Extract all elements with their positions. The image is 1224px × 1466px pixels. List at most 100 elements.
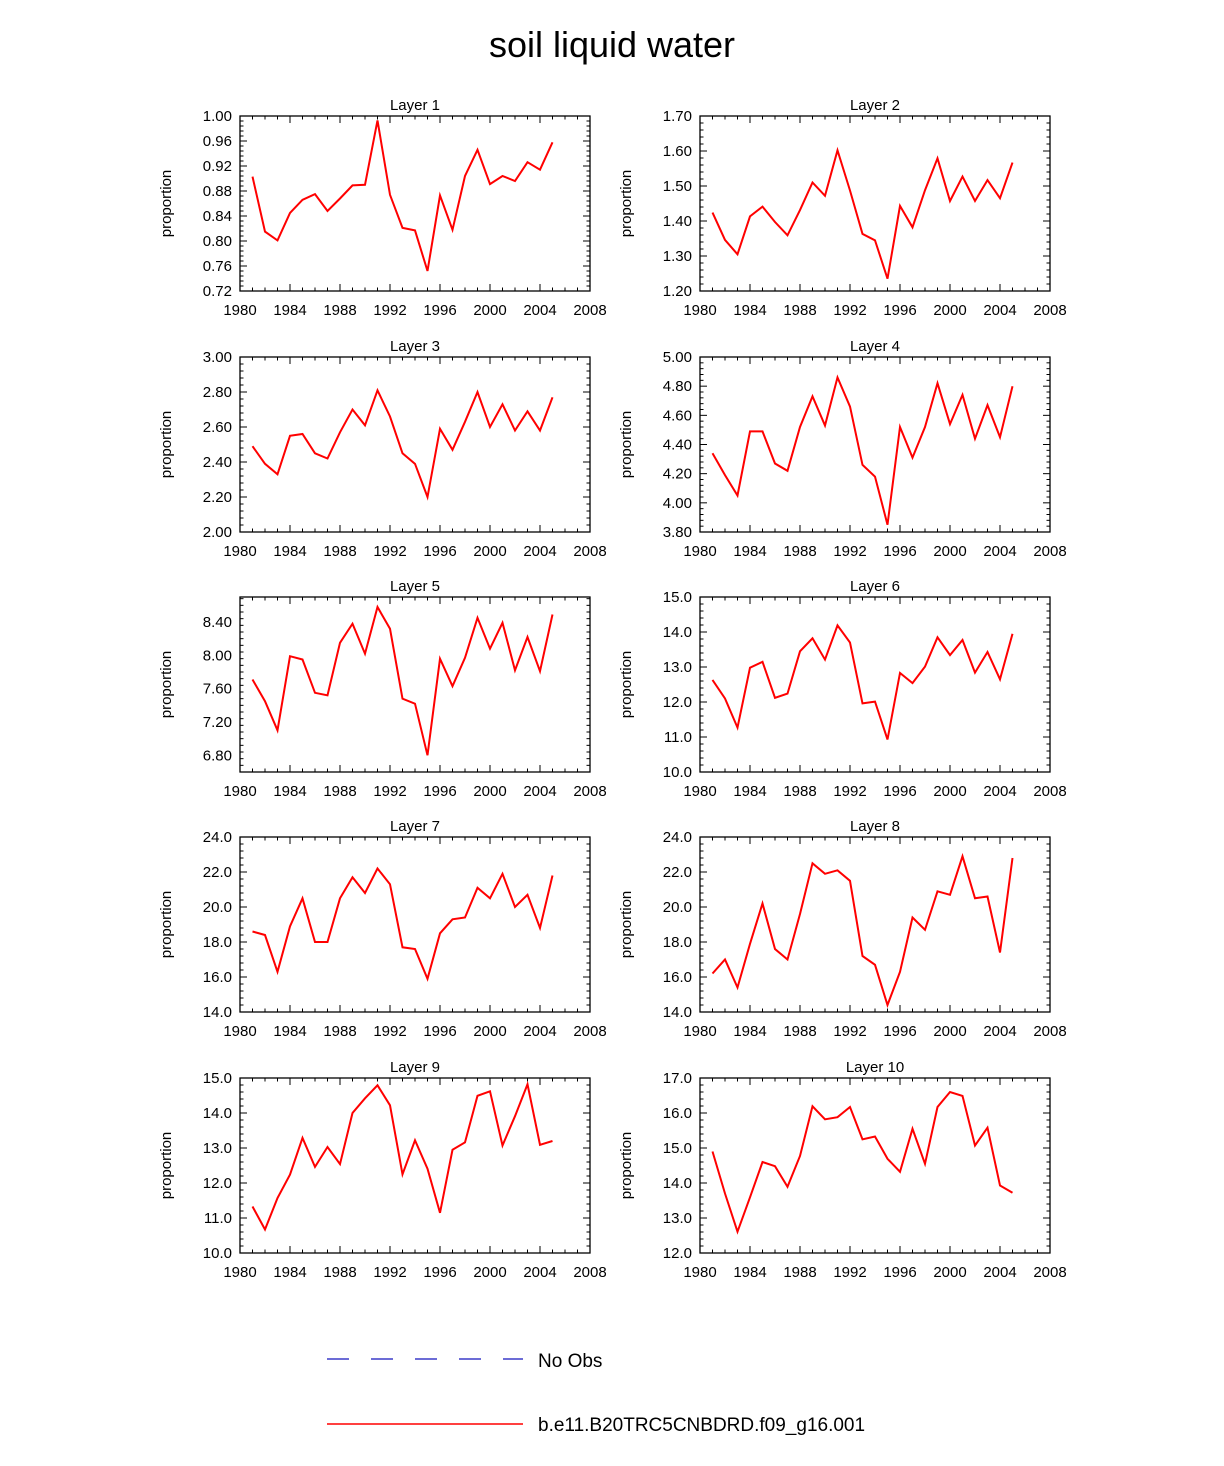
y-tick-label: 15.0 [663,589,692,606]
y-tick-label: 18.0 [663,934,692,951]
x-tick-label: 1988 [783,783,816,800]
x-tick-label: 2004 [523,302,556,319]
panels-grid: Layer 1 proportion 1980 1984 1988 1992 1996 200… [158,97,1067,1281]
panel-title: Layer 6 [850,578,900,595]
x-tick-label: 1992 [833,783,866,800]
y-tick-label: 2.60 [203,419,232,436]
panel-layer-6: Layer 6 proportion 1980 1984 1988 1992 1996 200… [618,578,1067,800]
x-tick-label: 1980 [223,1023,256,1040]
x-tick-label: 1996 [883,543,916,560]
y-tick-label: 12.0 [663,1245,692,1262]
y-tick-label: 22.0 [663,864,692,881]
x-tick-label: 2008 [573,783,606,800]
series-line [251,120,554,272]
legend: No Obs b.e11.B20TRC5CNBDRD.f09_g16.001 [327,1351,865,1436]
x-tick-label: 1992 [373,1264,406,1281]
y-tick-label: 12.0 [663,694,692,711]
y-tick-label: 14.0 [203,1004,232,1021]
y-tick-label: 16.0 [203,969,232,986]
panel-title: Layer 3 [390,338,440,355]
plot-frame [699,836,1051,1013]
x-tick-label: 1996 [423,302,456,319]
x-tick-label: 1980 [683,1264,716,1281]
y-tick-label: 13.0 [663,659,692,676]
y-tick-label: 4.40 [663,437,692,454]
y-tick-label: 14.0 [663,1175,692,1192]
y-tick-label: 2.00 [203,524,232,541]
x-tick-label: 2004 [523,783,556,800]
series-line [251,604,554,756]
y-axis-label: proportion [158,891,175,959]
panel-title: Layer 1 [390,97,440,114]
x-tick-label: 1992 [373,783,406,800]
x-tick-label: 2004 [523,1264,556,1281]
series-line [711,374,1014,525]
x-tick-label: 1996 [883,1264,916,1281]
y-tick-label: 4.80 [663,378,692,395]
y-tick-label: 1.50 [663,178,692,195]
x-tick-label: 1988 [783,302,816,319]
y-tick-label: 6.80 [203,747,232,764]
x-tick-label: 2008 [1033,302,1066,319]
y-tick-label: 15.0 [203,1070,232,1087]
panel-layer-3: Layer 3 proportion 1980 1984 1988 1992 1996 200… [158,338,607,560]
y-tick-label: 0.80 [203,233,232,250]
x-tick-label: 2000 [933,543,966,560]
y-tick-label: 15.0 [663,1140,692,1157]
y-tick-label: 10.0 [663,764,692,781]
y-axis-label: proportion [618,411,635,479]
y-tick-label: 1.00 [203,108,232,125]
y-tick-label: 13.0 [203,1140,232,1157]
x-tick-label: 1988 [783,1264,816,1281]
series-line [711,1090,1014,1235]
x-tick-label: 1992 [373,543,406,560]
x-tick-label: 2000 [933,783,966,800]
x-tick-label: 1996 [883,302,916,319]
x-tick-label: 1988 [323,543,356,560]
series-line [711,146,1014,280]
x-tick-label: 1988 [323,1023,356,1040]
x-tick-label: 1992 [373,302,406,319]
x-tick-label: 1984 [733,302,766,319]
x-tick-label: 1984 [733,1264,766,1281]
y-tick-label: 18.0 [203,934,232,951]
y-tick-label: 0.92 [203,158,232,175]
x-tick-label: 1984 [273,783,306,800]
y-tick-label: 2.80 [203,384,232,401]
plot-frame [699,1077,1051,1254]
x-tick-label: 2000 [473,543,506,560]
panel-layer-10: Layer 10 proportion 1980 1984 1988 1992 1996 20… [618,1059,1067,1281]
series-line [711,623,1014,740]
x-tick-label: 2008 [573,543,606,560]
y-tick-label: 1.20 [663,283,692,300]
x-tick-label: 1996 [883,1023,916,1040]
y-tick-label: 2.20 [203,489,232,506]
y-tick-label: 1.40 [663,213,692,230]
y-tick-label: 17.0 [663,1070,692,1087]
y-tick-label: 20.0 [203,899,232,916]
plot-frame [239,836,591,1013]
y-tick-label: 4.20 [663,466,692,483]
legend-no-obs-label: No Obs [538,1351,602,1372]
y-tick-label: 0.88 [203,183,232,200]
x-tick-label: 2000 [933,1264,966,1281]
y-tick-label: 4.60 [663,407,692,424]
y-tick-label: 16.0 [663,969,692,986]
x-tick-label: 1988 [323,302,356,319]
panel-title: Layer 5 [390,578,440,595]
series-line [251,387,554,501]
panel-title: Layer 8 [850,818,900,835]
x-tick-label: 1984 [733,783,766,800]
y-tick-label: 0.76 [203,258,232,275]
x-tick-label: 2008 [573,302,606,319]
x-tick-label: 2004 [983,1023,1016,1040]
y-tick-label: 0.84 [203,208,232,225]
panel-title: Layer 4 [850,338,900,355]
plot-frame [699,596,1051,773]
y-tick-label: 8.40 [203,614,232,631]
x-tick-label: 2000 [933,1023,966,1040]
panel-layer-5: Layer 5 proportion 1980 1984 1988 1992 1996 200… [158,578,607,800]
y-axis-label: proportion [618,1132,635,1200]
panel-layer-2: Layer 2 proportion 1980 1984 1988 1992 1996 200… [618,97,1067,319]
